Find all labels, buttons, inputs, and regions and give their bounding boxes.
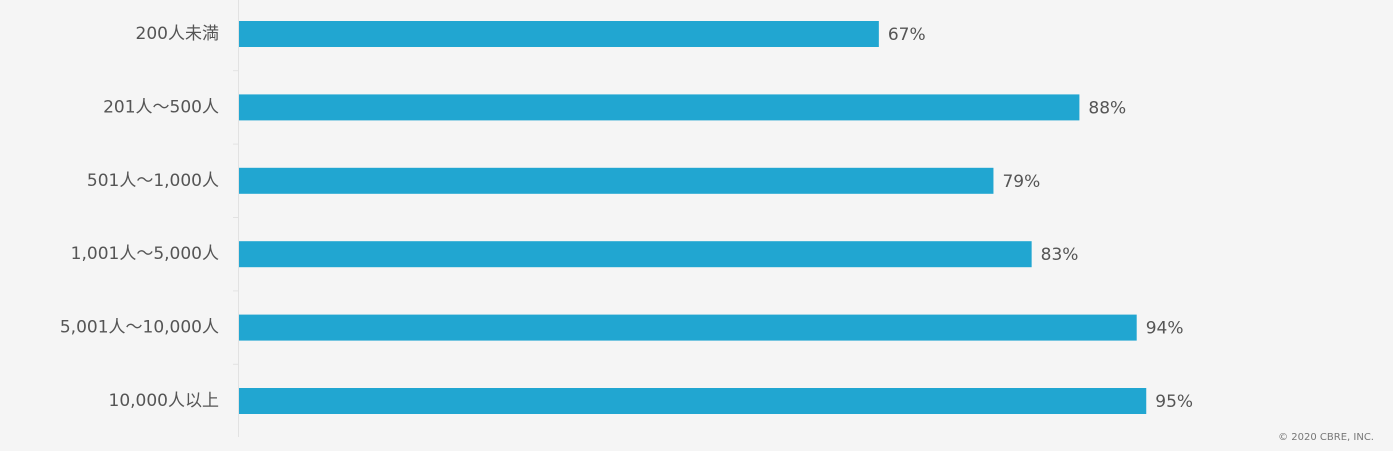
value-label: 79% <box>1002 172 1040 192</box>
source-note: © 2020 CBRE, INC. <box>1278 432 1374 443</box>
bar <box>239 388 1147 414</box>
category-label: 5,001人～10,000人 <box>60 318 219 338</box>
bar <box>239 94 1080 121</box>
category-label: 1,001人～5,000人 <box>71 244 219 264</box>
bar <box>239 167 994 194</box>
category-label: 10,000人以上 <box>109 391 219 411</box>
bar <box>239 21 879 47</box>
value-label: 83% <box>1041 245 1079 265</box>
value-label: 95% <box>1155 392 1193 412</box>
category-label: 201人～500人 <box>103 97 219 117</box>
category-label: 501人～1,000人 <box>87 171 219 191</box>
category-label: 200人未満 <box>136 24 219 44</box>
bar <box>239 241 1032 268</box>
bar <box>239 314 1137 341</box>
value-label: 88% <box>1088 98 1126 118</box>
value-label: 94% <box>1146 319 1184 339</box>
value-label: 67% <box>888 25 926 45</box>
